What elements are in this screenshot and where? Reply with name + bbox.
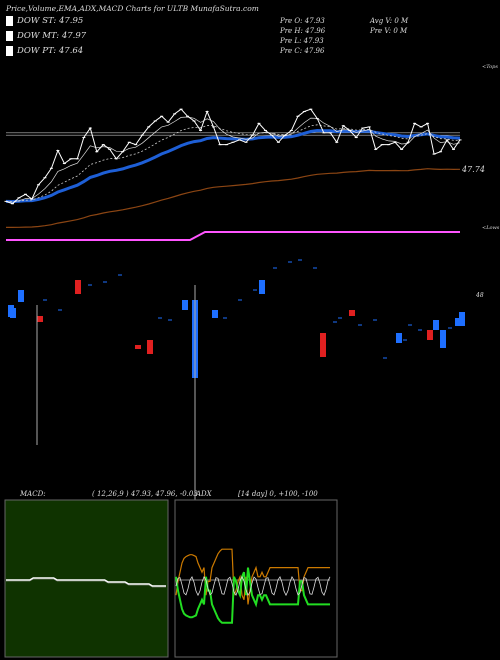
volume-bar-up (182, 300, 188, 310)
last-price-label: 47.74 (462, 165, 485, 174)
adx-line (175, 575, 331, 597)
macd-line (6, 577, 166, 587)
legend-label-mt: DOW MT: 47.97 (17, 31, 87, 41)
legend-label-st: DOW ST: 47.95 (17, 16, 84, 26)
avg-volume: Avg V: 0 M (370, 17, 409, 25)
volume-bar-down (349, 310, 355, 316)
pre-close: Pre C: 47.96 (280, 47, 325, 55)
volume-bar-down (135, 345, 141, 349)
adx-title: ADX (196, 490, 212, 498)
volume-bar-down (147, 340, 153, 354)
volume-bar-up (396, 333, 402, 343)
macd-lines-group (6, 577, 166, 588)
volume-bar-down (427, 330, 433, 340)
volume-bar-up (455, 318, 461, 326)
volume-bar-down (75, 280, 81, 294)
volume-bar-up (18, 290, 24, 302)
ema-dotted-line (5, 124, 461, 203)
volume-bar-up (10, 308, 16, 318)
tops-label: <Tops (482, 64, 498, 70)
macd-title: MACD: (20, 490, 46, 498)
legend-dow-pt: DOW PT: 47.64 (6, 46, 83, 56)
volume-bar-up (259, 280, 265, 294)
ema-short-line (5, 116, 461, 203)
adx-minus-line (175, 548, 330, 605)
volume-bar-up (459, 312, 465, 326)
adx-plus-line (175, 567, 330, 624)
adx-panel-background (174, 499, 338, 658)
legend-dow-mt: DOW MT: 47.97 (6, 31, 86, 41)
legend-swatch-mt (6, 31, 13, 41)
macd-panel-background (4, 499, 169, 658)
price-chart (4, 108, 465, 500)
legend-dow-st: DOW ST: 47.95 (6, 16, 83, 26)
dow-pt-line (6, 231, 460, 241)
lows-label: <Lows (482, 225, 500, 231)
volume-bar-down (320, 333, 326, 357)
adx-lines-group (175, 548, 331, 624)
price-lines-group (4, 108, 462, 241)
volume-bar-up (433, 320, 439, 330)
pre-open: Pre O: 47.93 (280, 17, 325, 25)
volume-bars-group (8, 259, 465, 500)
adx-params: [14 day] 0, +100, -100 (238, 490, 318, 498)
volume-bar-up (440, 330, 446, 348)
legend-swatch-pt (6, 46, 13, 56)
ema-long-line (6, 168, 461, 228)
volume-bar-down (37, 316, 43, 322)
volume-bar-up (212, 310, 218, 318)
pre-high: Pre H: 47.96 (280, 27, 326, 35)
legend-swatch-st (6, 16, 13, 26)
ema-blue-line (5, 128, 461, 204)
legend-label-pt: DOW PT: 47.64 (17, 46, 84, 56)
pre-low: Pre L: 47.93 (280, 37, 324, 45)
volume-level-label: 48 (476, 292, 484, 299)
pre-volume: Pre V: 0 M (370, 27, 408, 35)
close-price-line (5, 108, 461, 205)
macd-signal-line (6, 578, 166, 588)
macd-params: ( 12,26,9 ) 47.93, 47.96, -0.03 (92, 490, 198, 498)
page-title: Price,Volume,EMA,ADX,MACD Charts for ULT… (6, 4, 259, 13)
